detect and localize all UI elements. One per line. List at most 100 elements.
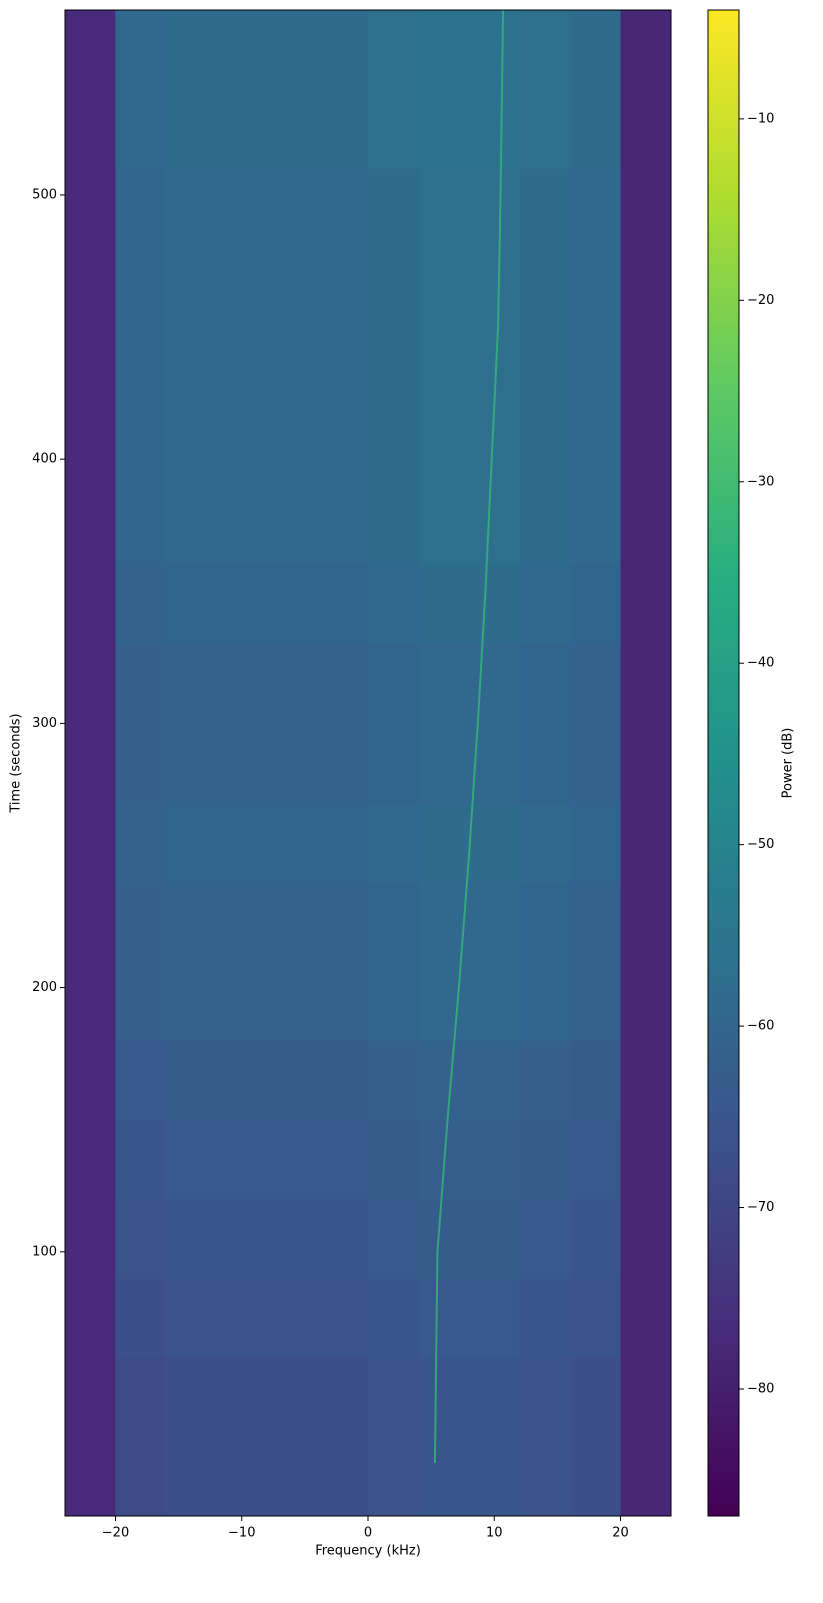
- heatmap-cell: [115, 1436, 167, 1517]
- plot-area: [65, 9, 672, 1517]
- heatmap-cell: [267, 644, 318, 724]
- heatmap-cell: [216, 327, 268, 407]
- heatmap-cell: [166, 485, 217, 566]
- heatmap-cell: [166, 89, 217, 170]
- x-tick-label: 20: [612, 1526, 629, 1541]
- heatmap-cell: [65, 881, 116, 962]
- heatmap-cell: [519, 1357, 571, 1438]
- heatmap-cell: [317, 89, 369, 170]
- heatmap-cell: [620, 1040, 672, 1121]
- heatmap-cell: [620, 881, 672, 962]
- heatmap-cell: [166, 1278, 217, 1358]
- heatmap-cell: [216, 881, 268, 962]
- heatmap-cell: [368, 1357, 419, 1438]
- heatmap-cell: [317, 1436, 369, 1517]
- heatmap-cell: [570, 327, 621, 407]
- heatmap-cell: [267, 1357, 318, 1438]
- heatmap-cell: [570, 644, 621, 724]
- heatmap-cell: [368, 1436, 419, 1517]
- heatmap-cell: [317, 327, 369, 407]
- heatmap-cell: [368, 881, 419, 962]
- heatmap-cell: [368, 644, 419, 724]
- heatmap-cell: [216, 961, 268, 1041]
- heatmap-cell: [115, 1040, 167, 1121]
- heatmap-cell: [368, 1278, 419, 1358]
- heatmap-cell: [570, 723, 621, 804]
- heatmap-cell: [418, 1198, 470, 1279]
- y-tick-label: 500: [32, 187, 57, 202]
- heatmap-cell: [115, 961, 167, 1041]
- colorbar-tick-label: −60: [747, 1019, 774, 1034]
- heatmap-cell: [317, 1119, 369, 1200]
- heatmap-cell: [418, 327, 470, 407]
- heatmap-cell: [65, 564, 116, 645]
- y-axis-label: Time (seconds): [9, 713, 24, 813]
- heatmap-cell: [519, 485, 571, 566]
- heatmap-cell: [267, 247, 318, 328]
- heatmap-cell: [469, 1119, 520, 1200]
- heatmap-cell: [216, 168, 268, 249]
- heatmap-cell: [418, 564, 470, 645]
- heatmap-cell: [65, 802, 116, 883]
- x-tick-label: 10: [486, 1526, 503, 1541]
- heatmap-cell: [267, 1278, 318, 1358]
- heatmap-cell: [267, 406, 318, 487]
- heatmap-cell: [368, 168, 419, 249]
- heatmap-cell: [216, 1198, 268, 1279]
- heatmap-cell: [115, 168, 167, 249]
- heatmap-cell: [115, 1357, 167, 1438]
- heatmap-cell: [519, 406, 571, 487]
- heatmap-cell: [166, 564, 217, 645]
- heatmap-cell: [620, 961, 672, 1041]
- heatmap-cell: [65, 10, 116, 90]
- heatmap-cell: [368, 564, 419, 645]
- heatmap-cell: [115, 247, 167, 328]
- heatmap-cell: [368, 89, 419, 170]
- heatmap-cell: [570, 168, 621, 249]
- heatmap-cell: [418, 1436, 470, 1517]
- heatmap-cell: [620, 168, 672, 249]
- heatmap-cell: [216, 564, 268, 645]
- heatmap-cell: [368, 723, 419, 804]
- colorbar-tick-label: −30: [747, 474, 774, 489]
- heatmap-cell: [166, 1357, 217, 1438]
- heatmap-cell: [620, 1278, 672, 1358]
- heatmap-cell: [216, 1040, 268, 1121]
- heatmap-cell: [418, 89, 470, 170]
- heatmap-cell: [570, 1119, 621, 1200]
- heatmap-cell: [570, 10, 621, 90]
- heatmap-cell: [519, 1278, 571, 1358]
- heatmap-cell: [267, 1436, 318, 1517]
- heatmap-cell: [519, 723, 571, 804]
- heatmap-cell: [519, 1436, 571, 1517]
- heatmap-cell: [166, 1119, 217, 1200]
- y-tick-label: 100: [32, 1244, 57, 1259]
- colorbar: [707, 9, 740, 1517]
- heatmap-cell: [368, 10, 419, 90]
- heatmap-cell: [65, 1436, 116, 1517]
- heatmap-cell: [368, 1198, 419, 1279]
- heatmap-cell: [166, 247, 217, 328]
- heatmap-cell: [519, 1198, 571, 1279]
- x-axis-label: Frequency (kHz): [315, 1544, 421, 1559]
- heatmap-cell: [216, 10, 268, 90]
- heatmap-cell: [317, 564, 369, 645]
- heatmap-cell: [267, 723, 318, 804]
- heatmap-cell: [620, 564, 672, 645]
- heatmap-cell: [166, 168, 217, 249]
- heatmap-cell: [166, 802, 217, 883]
- heatmap-cell: [166, 723, 217, 804]
- heatmap-cell: [65, 168, 116, 249]
- heatmap-cell: [620, 1436, 672, 1517]
- heatmap-cell: [317, 168, 369, 249]
- heatmap-cell: [519, 644, 571, 724]
- heatmap-cell: [368, 406, 419, 487]
- heatmap-cell: [115, 1119, 167, 1200]
- heatmap-cell: [216, 406, 268, 487]
- heatmap-cell: [418, 961, 470, 1041]
- heatmap-cell: [469, 1040, 520, 1121]
- heatmap-cell: [418, 723, 470, 804]
- heatmap-cell: [317, 1040, 369, 1121]
- heatmap-cell: [65, 327, 116, 407]
